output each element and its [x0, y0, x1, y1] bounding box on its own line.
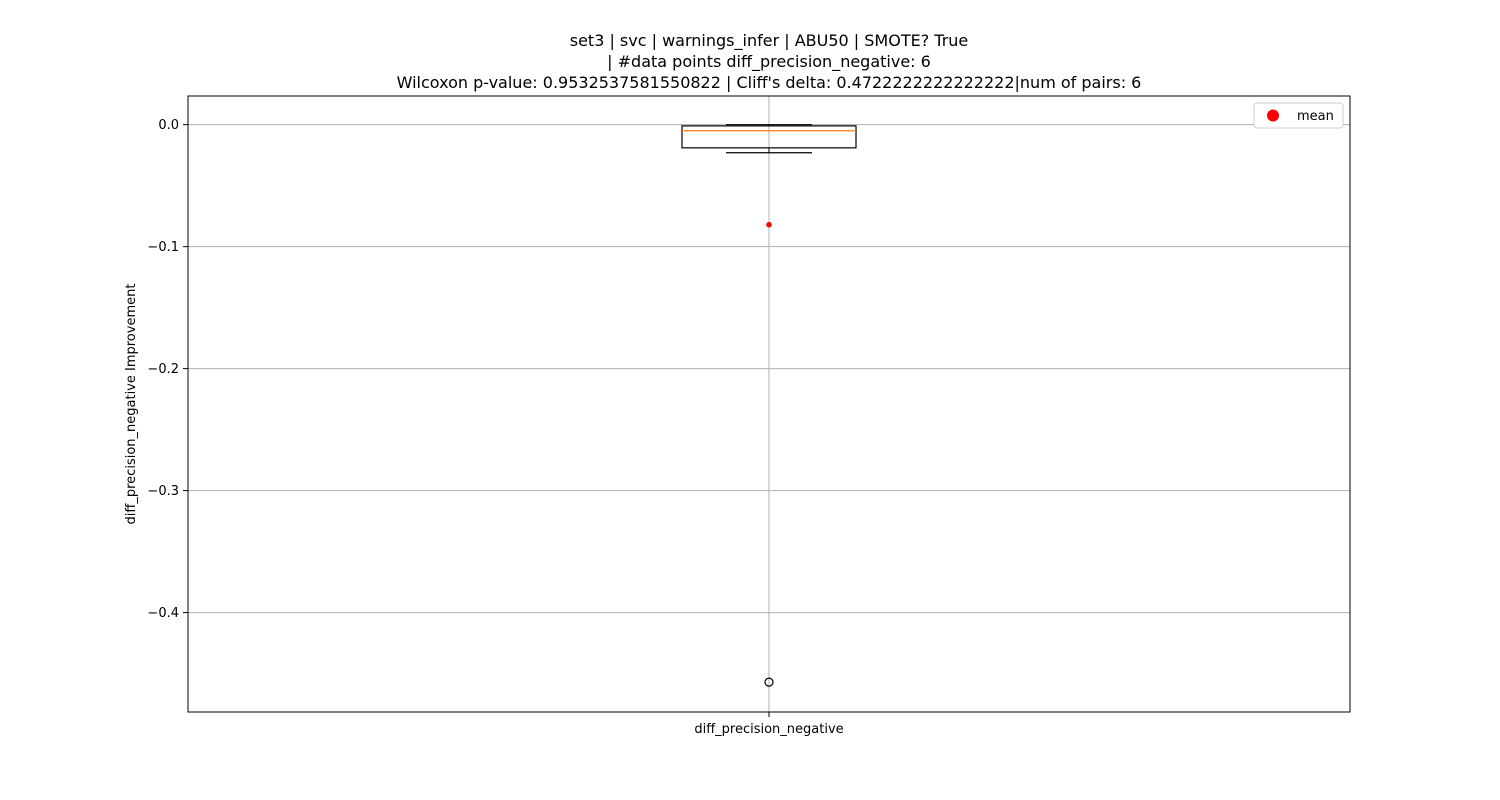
title-line-2: | #data points diff_precision_negative: …	[607, 52, 931, 72]
box-diff_precision_negative	[681, 124, 857, 687]
title-line-1: set3 | svc | warnings_infer | ABU50 | SM…	[570, 31, 969, 51]
grid	[188, 96, 1350, 712]
outlier-point	[764, 677, 774, 687]
legend: mean	[1253, 102, 1344, 129]
legend-frame	[1253, 102, 1344, 129]
x-axis: diff_precision_negative	[694, 712, 844, 737]
box-plots	[681, 124, 857, 687]
x-tick-label: diff_precision_negative	[694, 722, 843, 737]
y-tick-label: −0.4	[147, 606, 179, 621]
mean-point	[766, 221, 772, 228]
box-iqr	[681, 125, 857, 149]
title-line-3: Wilcoxon p-value: 0.9532537581550822 | C…	[397, 73, 1142, 92]
y-tick-label: −0.3	[147, 484, 179, 499]
y-tick-label: 0.0	[158, 118, 179, 133]
chart-title: set3 | svc | warnings_infer | ABU50 | SM…	[397, 31, 1142, 92]
legend-mean-marker	[1267, 109, 1279, 122]
legend-label-mean: mean	[1297, 109, 1334, 124]
y-axis: 0.0 −0.1 −0.2 −0.3 −0.4	[147, 118, 188, 621]
y-tick-label: −0.1	[147, 240, 179, 255]
y-axis-label: diff_precision_negative Improvement	[124, 284, 139, 525]
y-tick-label: −0.2	[147, 362, 179, 377]
